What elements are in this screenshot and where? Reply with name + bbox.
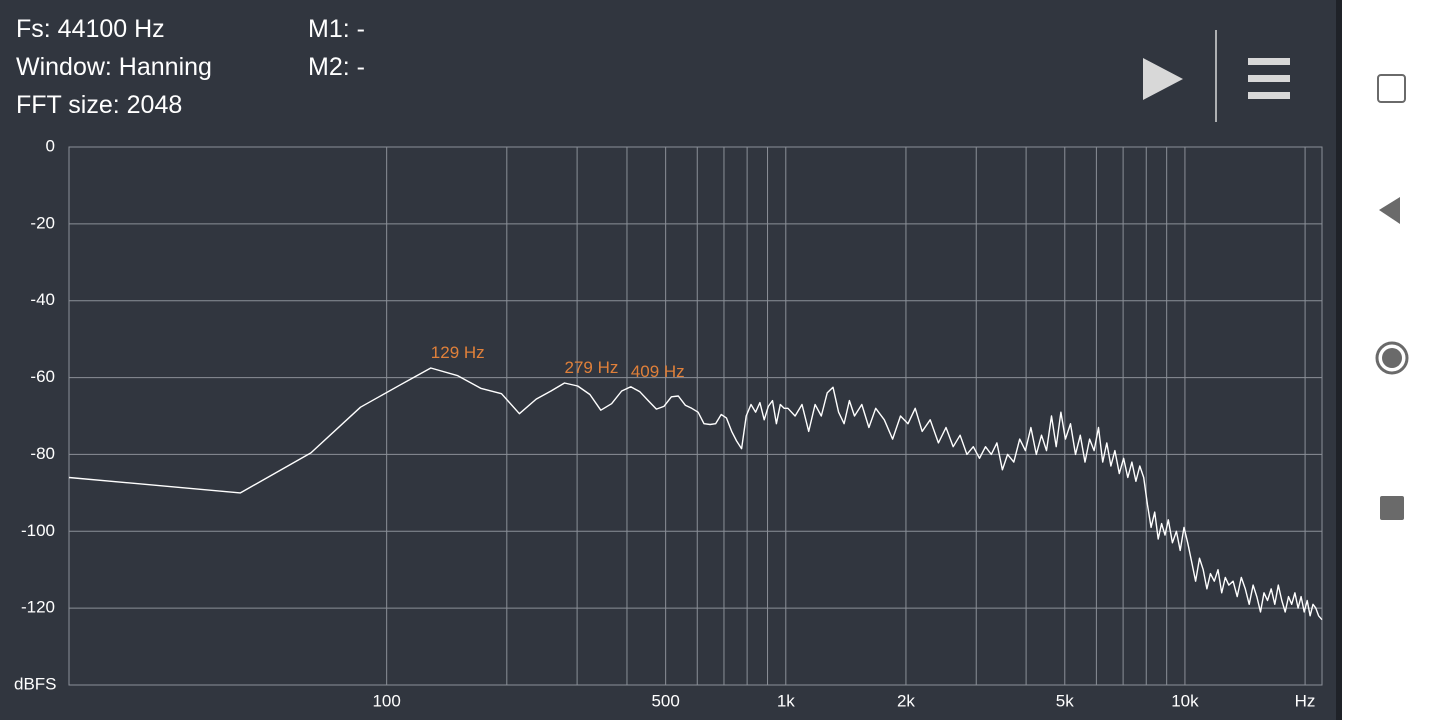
y-tick-label: 0 — [46, 136, 55, 155]
marker-line: M1: - — [308, 15, 365, 43]
back-button[interactable] — [1379, 197, 1400, 224]
x-axis-label: Hz — [1295, 691, 1316, 710]
info-line: Window: Hanning — [16, 53, 212, 81]
play-button[interactable] — [1143, 58, 1183, 100]
fullscreen-button[interactable] — [1377, 74, 1406, 103]
info-line: Fs: 44100 Hz — [16, 15, 165, 43]
y-axis-label: dBFS — [14, 674, 57, 693]
y-tick-label: -20 — [30, 213, 55, 232]
y-tick-label: -120 — [21, 598, 55, 617]
home-button[interactable] — [1375, 341, 1409, 375]
y-tick-label: -80 — [30, 444, 55, 463]
y-tick-label: -100 — [21, 521, 55, 540]
nav-divider — [1336, 0, 1342, 720]
x-tick-label: 500 — [651, 691, 679, 710]
app-background — [0, 0, 1340, 720]
x-tick-label: 2k — [897, 691, 915, 710]
info-line: FFT size: 2048 — [16, 91, 182, 119]
x-tick-label: 100 — [372, 691, 400, 710]
spectrum-line — [68, 367, 1323, 621]
recents-button[interactable] — [1380, 496, 1404, 520]
menu-button[interactable] — [1248, 58, 1290, 99]
peak-annotation: 129 Hz — [431, 343, 485, 362]
marker-line: M2: - — [308, 53, 365, 81]
x-tick-label: 1k — [777, 691, 795, 710]
peak-annotation: 279 Hz — [565, 358, 619, 377]
x-tick-label: 10k — [1171, 691, 1199, 710]
y-tick-label: -40 — [30, 290, 55, 309]
x-tick-label: 5k — [1056, 691, 1074, 710]
y-tick-label: -60 — [30, 367, 55, 386]
peak-annotation: 409 Hz — [631, 362, 685, 381]
